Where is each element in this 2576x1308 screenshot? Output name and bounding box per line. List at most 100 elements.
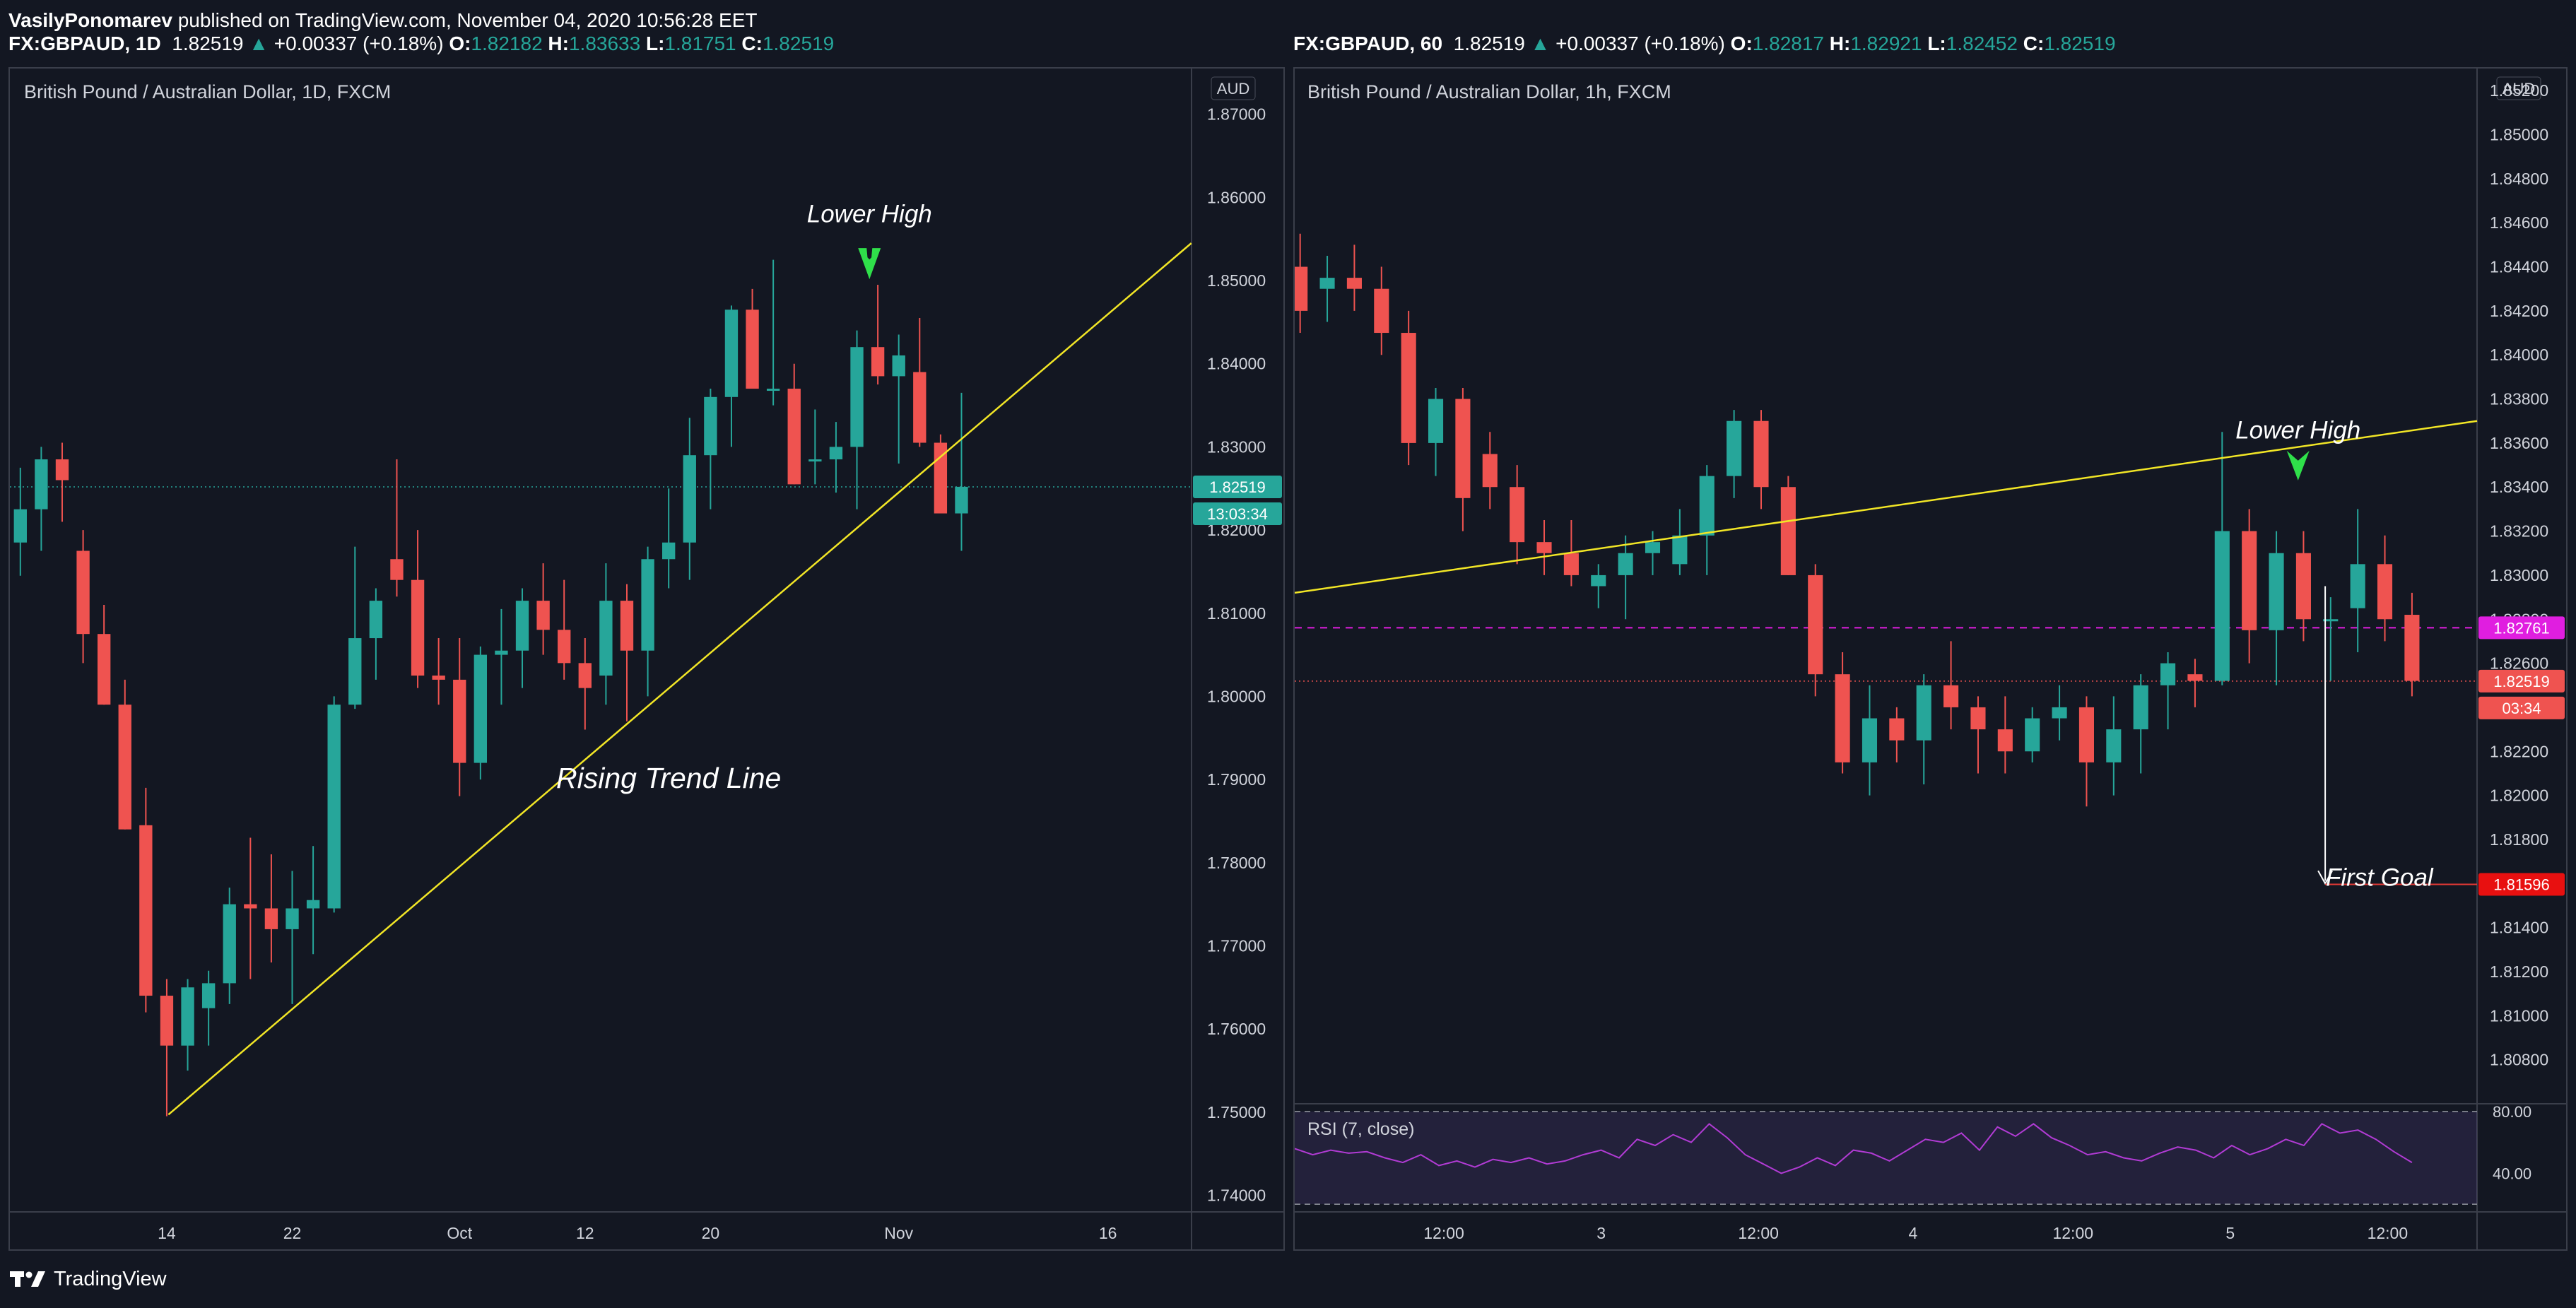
right-candle bbox=[1591, 575, 1606, 587]
right-candle bbox=[2052, 707, 2067, 719]
right-countdown-tag-bg bbox=[2478, 696, 2565, 719]
right-annotation-1: First Goal bbox=[2326, 864, 2434, 891]
left-y-tick: 1.86000 bbox=[1207, 188, 1266, 206]
left-y-tick: 1.76000 bbox=[1207, 1020, 1266, 1038]
right-x-tick: 5 bbox=[2225, 1224, 2235, 1242]
right-close: 1.82519 bbox=[2044, 33, 2116, 54]
right-y-tick: 1.83800 bbox=[2490, 390, 2548, 408]
left-candle bbox=[683, 455, 696, 543]
right-candle bbox=[1510, 487, 1525, 543]
right-y-tick: 1.82600 bbox=[2490, 654, 2548, 673]
left-x-tick: 22 bbox=[283, 1224, 302, 1242]
right-high: 1.82921 bbox=[1850, 33, 1922, 54]
right-candle bbox=[1455, 399, 1471, 498]
left-x-tick: 16 bbox=[1099, 1224, 1117, 1242]
left-candle bbox=[599, 601, 613, 676]
left-high: 1.83633 bbox=[568, 33, 641, 54]
left-currency-label: AUD bbox=[1217, 80, 1249, 98]
left-currency-box bbox=[1211, 76, 1256, 100]
right-up-triangle-icon: ▲ bbox=[1530, 33, 1551, 54]
left-up-triangle-icon: ▲ bbox=[249, 33, 269, 54]
right-y-tick: 1.80800 bbox=[2490, 1051, 2548, 1069]
left-chart-panel[interactable]: British Pound / Australian Dollar, 1D, F… bbox=[8, 67, 1285, 1251]
right-candle bbox=[1346, 278, 1362, 289]
left-candle bbox=[55, 459, 69, 481]
left-candle bbox=[97, 634, 111, 705]
right-candle bbox=[2350, 564, 2365, 608]
right-candle bbox=[2025, 718, 2040, 752]
right-chart-title: British Pound / Australian Dollar, 1h, F… bbox=[1307, 81, 1671, 102]
left-lower-high-chevron bbox=[858, 248, 881, 280]
left-symbol: FX:GBPAUD, 1D bbox=[8, 33, 161, 54]
right-candle bbox=[2295, 553, 2311, 620]
right-candle bbox=[1374, 288, 1389, 334]
left-change: +0.00337 (+0.18%) bbox=[274, 33, 444, 54]
right-open: 1.82817 bbox=[1752, 33, 1824, 54]
right-candle bbox=[2323, 619, 2339, 622]
left-candle bbox=[244, 904, 257, 909]
author-name[interactable]: VasilyPonomarev bbox=[8, 9, 172, 31]
left-candle bbox=[181, 987, 194, 1046]
left-x-tick: Oct bbox=[447, 1224, 472, 1242]
left-candle bbox=[620, 601, 634, 651]
left-candle bbox=[327, 705, 341, 909]
right-x-tick: 12:00 bbox=[2052, 1224, 2093, 1242]
left-y-tick: 1.85000 bbox=[1207, 271, 1266, 290]
published-text: published on TradingView.com, November 0… bbox=[177, 9, 758, 31]
right-annotation-0: Lower High bbox=[2235, 417, 2360, 444]
right-candle bbox=[1295, 266, 1308, 311]
right-y-tick: 1.82200 bbox=[2490, 742, 2548, 760]
right-change: +0.00337 (+0.18%) bbox=[1555, 33, 1725, 54]
right-y-tick: 1.85000 bbox=[2490, 126, 2548, 144]
right-candle bbox=[1536, 542, 1552, 553]
right-candle bbox=[1943, 685, 1959, 707]
right-y-tick: 1.81800 bbox=[2490, 830, 2548, 849]
left-countdown-tag: 13:03:34 bbox=[1207, 505, 1268, 523]
left-annotation-1: Rising Trend Line bbox=[556, 762, 781, 794]
right-candle bbox=[1780, 487, 1796, 575]
left-annotation-0: Lower High bbox=[807, 201, 932, 228]
left-candle bbox=[913, 372, 927, 443]
right-y-tick: 1.84800 bbox=[2490, 170, 2548, 188]
right-y-tick: 1.84400 bbox=[2490, 258, 2548, 276]
right-y-tick: 1.84600 bbox=[2490, 213, 2548, 232]
left-candle bbox=[264, 908, 278, 929]
left-y-tick: 1.77000 bbox=[1207, 936, 1266, 955]
left-y-tick: 1.81000 bbox=[1207, 604, 1266, 623]
right-candle bbox=[1889, 718, 1905, 741]
right-candle bbox=[1970, 707, 1986, 730]
right-x-tick: 3 bbox=[1596, 1224, 1606, 1242]
left-candle bbox=[139, 825, 153, 996]
right-candle bbox=[1862, 718, 1878, 762]
right-x-tick: 12:00 bbox=[1738, 1224, 1779, 1242]
left-chart-svg[interactable]: British Pound / Australian Dollar, 1D, F… bbox=[10, 69, 1283, 1249]
right-candle bbox=[1916, 685, 1931, 741]
right-y-tick: 1.81000 bbox=[2490, 1006, 2548, 1025]
left-candle bbox=[871, 347, 885, 377]
left-candle bbox=[474, 654, 488, 763]
left-candle bbox=[432, 676, 445, 680]
left-candle bbox=[892, 355, 905, 377]
right-candle bbox=[1482, 454, 1498, 488]
left-candle bbox=[390, 559, 404, 580]
left-candle bbox=[704, 396, 717, 456]
left-rising-trend-line bbox=[167, 242, 1192, 1116]
right-x-tick: 4 bbox=[1908, 1224, 1917, 1242]
right-candle bbox=[1808, 575, 1823, 675]
right-chart-panel[interactable]: British Pound / Australian Dollar, 1h, F… bbox=[1293, 67, 2568, 1251]
right-y-tick: 1.83600 bbox=[2490, 434, 2548, 452]
right-y-tick: 1.82000 bbox=[2490, 786, 2548, 805]
right-candle bbox=[1699, 476, 1715, 536]
right-candle bbox=[2160, 663, 2176, 685]
right-y-tick: 1.83400 bbox=[2490, 478, 2548, 496]
publisher-line: VasilyPonomarev published on TradingView… bbox=[8, 3, 757, 31]
left-last-price: 1.82519 bbox=[172, 33, 244, 54]
right-symbol-line: FX:GBPAUD, 60 1.82519 ▲ +0.00337 (+0.18%… bbox=[1293, 33, 2116, 54]
left-y-tick: 1.74000 bbox=[1207, 1186, 1266, 1204]
tradingview-footer[interactable]: TradingView bbox=[10, 1261, 167, 1297]
right-candle bbox=[2242, 531, 2257, 630]
left-candle bbox=[76, 550, 90, 635]
left-candle bbox=[558, 630, 571, 664]
right-chart-svg[interactable]: British Pound / Australian Dollar, 1h, F… bbox=[1295, 69, 2566, 1249]
right-candle bbox=[2214, 531, 2230, 681]
